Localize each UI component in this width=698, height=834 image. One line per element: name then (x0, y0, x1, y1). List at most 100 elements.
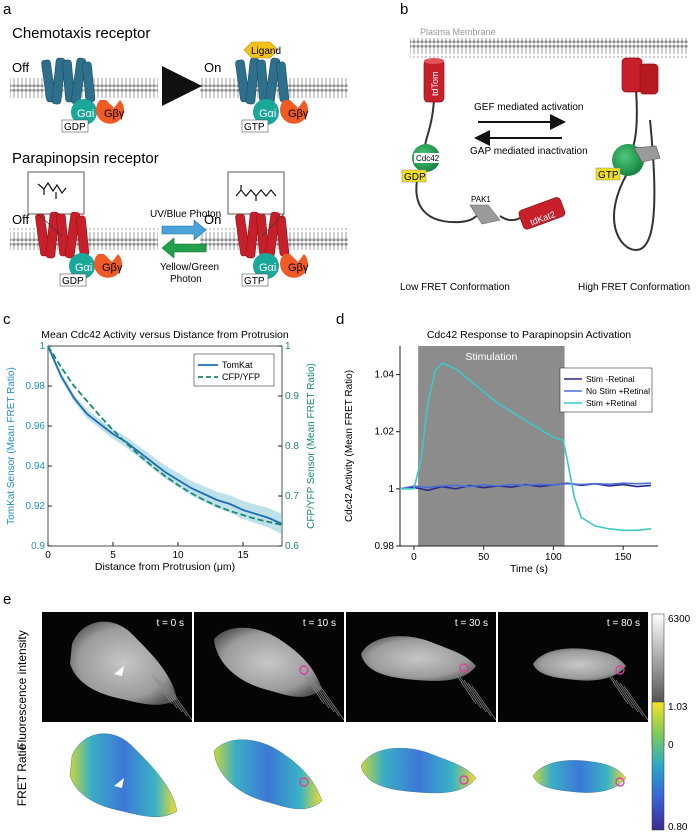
timestamp-label: t = 30 s (455, 618, 488, 629)
y-tick-label: 1 (388, 484, 394, 495)
gap-label: GAP mediated inactivation (470, 146, 588, 157)
filopodium (311, 679, 335, 713)
galpha-label: Gαi (259, 108, 276, 120)
cell-body (214, 627, 322, 697)
pak1-shape (469, 204, 501, 225)
retinal-pointer-off (37, 213, 63, 237)
cell-body (533, 648, 626, 681)
gbg-on-1 (280, 100, 308, 124)
chart-c: Mean Cdc42 Activity versus Distance from… (6, 329, 317, 573)
gbg-off-2 (94, 254, 122, 278)
ligand-label: Ligand (251, 46, 281, 57)
gbg-label: Gβγ (102, 262, 123, 274)
chart-c-title: Mean Cdc42 Activity versus Distance from… (41, 329, 289, 341)
timestamp-label: t = 80 s (607, 618, 640, 629)
ligand-shape (243, 41, 279, 59)
cell-fret (69, 733, 178, 817)
chart-c-y2label: CFP/YFP Sensor (Mean FRET Ratio) (306, 363, 317, 529)
y2-tick-label: 0.7 (285, 491, 299, 502)
parapinopsin-receptor-on (235, 211, 290, 259)
gtp-box-2 (241, 273, 269, 287)
cell-intensity (533, 648, 649, 721)
parapinopsin-title: Parapinopsin receptor (12, 150, 159, 167)
y-tick-label: 0.94 (26, 461, 46, 472)
panel-d: d Cdc42 Response to Parapinopsin Activat… (336, 311, 658, 575)
gtp-box-1 (241, 119, 269, 133)
gef-label: GEF mediated activation (474, 102, 584, 113)
timestamp-label: t = 0 s (156, 618, 184, 629)
gdp-box-1 (61, 119, 89, 133)
chart-d-ylabel: Cdc42 Activity (Mean FRET Ratio) (344, 370, 355, 522)
cdc42-label-box (414, 153, 440, 163)
gtp-label: GTP (244, 276, 265, 287)
x-tick-label: 0 (45, 550, 51, 561)
filopodium (619, 682, 644, 717)
stimulation-spot-marker (615, 777, 625, 787)
filopodium (459, 676, 482, 709)
cell-fret-body (532, 760, 627, 793)
gbg-label: Gβγ (104, 108, 125, 120)
series-line-cfpyfp (47, 345, 283, 526)
retinal-box-on (227, 171, 285, 215)
chart-c-legend (193, 353, 275, 387)
chart-d-legend (559, 367, 653, 413)
gbg-off-1 (96, 100, 125, 124)
chart-d: Cdc42 Response to Parapinopsin Activatio… (344, 329, 658, 575)
y-tick-label: 0.96 (26, 421, 46, 432)
cis-retinal-structure (37, 181, 67, 199)
stimulation-spot-marker (299, 777, 309, 787)
series-line-stimretinal (400, 362, 652, 532)
retinal-pointer-on (261, 213, 285, 237)
y-tick-label: 1.02 (375, 427, 395, 438)
pak1-label: PAK1 (471, 195, 491, 204)
panel-a: a Chemotaxis receptor Off On Gαi Gβγ GDP (3, 1, 348, 287)
x-tick-label: 5 (110, 550, 116, 561)
filopodium (307, 676, 330, 709)
legend-label: Stim -Retinal (586, 374, 635, 384)
arrowhead-marker (114, 666, 124, 676)
stimulation-spot-marker (459, 663, 469, 673)
chart-c-ylabel: TomKat Sensor (Mean FRET Ratio) (6, 367, 17, 525)
tdtom-fp-high (621, 57, 659, 95)
legend-label: CFP/YFP (222, 372, 260, 382)
gbg-on-2 (280, 254, 308, 278)
galpha-on-2 (253, 253, 279, 279)
cell-intensity (70, 621, 193, 721)
galpha-label: Gαi (75, 262, 92, 274)
arrowhead-marker (114, 778, 124, 788)
chart-c-xlabel: Distance from Protrusion (μm) (95, 561, 235, 573)
series-line-tomkat (47, 345, 283, 525)
parapinopsin-receptor-off (35, 211, 90, 259)
on-label-1: On (204, 60, 221, 75)
row-label-fluorescence: Fluorescence intensity (15, 630, 29, 749)
filopodium (303, 673, 325, 705)
timestamp-label: t = 10 s (303, 618, 336, 629)
filopodium (611, 676, 634, 709)
micrograph-grid: t = 0 s t = 10 s t = 30 s t = 80 s (42, 612, 649, 834)
cell-body (361, 636, 476, 681)
plasma-membrane-label: Plasma Membrane (420, 27, 496, 37)
x-tick-label: 15 (237, 550, 249, 561)
series-line-nostimretinal (399, 482, 652, 490)
galpha-on-1 (253, 99, 279, 125)
yellow-green-label-1: Yellow/Green (160, 262, 219, 273)
y2-tick-label: 0.8 (285, 441, 299, 452)
colorbar-intensity-min: 0 (668, 740, 674, 751)
linker-high-2 (612, 119, 656, 252)
pak1-bound-shape (633, 145, 661, 163)
y-tick-label: 1.04 (375, 370, 395, 381)
filopodium (623, 685, 649, 721)
filopodium (151, 673, 173, 705)
on-label-2: On (204, 212, 221, 227)
uv-blue-label: UV/Blue Photon (150, 209, 221, 220)
galpha-label: Gαi (77, 108, 94, 120)
gdp-label: GDP (62, 276, 84, 287)
filopodium (315, 682, 340, 717)
tdtom-fp-low (423, 58, 445, 103)
gtp-label-b: GTP (598, 170, 619, 181)
stimulation-spot-marker (299, 665, 309, 675)
filopodium (163, 682, 188, 717)
panel-b-letter: b (400, 1, 408, 18)
cell-intensity (214, 627, 345, 721)
